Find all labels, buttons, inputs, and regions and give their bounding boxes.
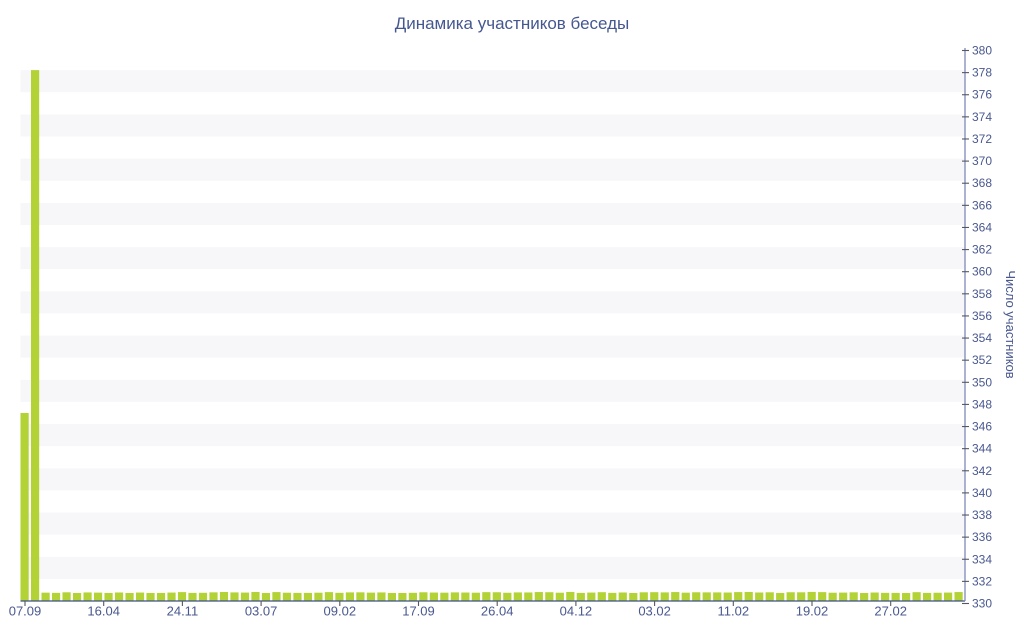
- svg-text:374: 374: [972, 110, 992, 124]
- svg-text:334: 334: [972, 552, 992, 566]
- svg-text:330: 330: [972, 597, 992, 611]
- svg-text:358: 358: [972, 287, 992, 301]
- svg-text:03.07: 03.07: [245, 604, 278, 619]
- svg-text:352: 352: [972, 353, 992, 367]
- svg-text:03.02: 03.02: [638, 604, 671, 619]
- svg-text:11.02: 11.02: [718, 604, 750, 619]
- svg-text:338: 338: [972, 508, 992, 522]
- svg-text:332: 332: [972, 574, 992, 588]
- svg-text:346: 346: [972, 420, 992, 434]
- svg-text:24.11: 24.11: [167, 604, 199, 619]
- svg-text:376: 376: [972, 88, 992, 102]
- svg-text:378: 378: [972, 66, 992, 80]
- svg-text:17.09: 17.09: [402, 604, 435, 619]
- svg-text:16.04: 16.04: [87, 604, 120, 619]
- svg-text:344: 344: [972, 442, 992, 456]
- svg-text:362: 362: [972, 243, 992, 257]
- svg-text:04.12: 04.12: [560, 604, 593, 619]
- svg-text:Динамика участников беседы: Динамика участников беседы: [395, 14, 630, 33]
- svg-text:360: 360: [972, 265, 992, 279]
- svg-text:356: 356: [972, 309, 992, 323]
- svg-text:27.02: 27.02: [874, 604, 907, 619]
- svg-text:340: 340: [972, 486, 992, 500]
- svg-text:372: 372: [972, 132, 992, 146]
- svg-text:07.09: 07.09: [9, 604, 42, 619]
- svg-text:26.04: 26.04: [481, 604, 514, 619]
- svg-text:19.02: 19.02: [796, 604, 829, 619]
- svg-text:366: 366: [972, 198, 992, 212]
- svg-text:364: 364: [972, 220, 992, 234]
- svg-text:09.02: 09.02: [324, 604, 357, 619]
- svg-text:380: 380: [972, 44, 992, 58]
- svg-text:342: 342: [972, 464, 992, 478]
- svg-text:368: 368: [972, 176, 992, 190]
- svg-text:370: 370: [972, 154, 992, 168]
- svg-text:350: 350: [972, 375, 992, 389]
- svg-text:354: 354: [972, 331, 992, 345]
- svg-text:336: 336: [972, 530, 992, 544]
- svg-text:348: 348: [972, 397, 992, 411]
- svg-text:Число участников: Число участников: [1003, 270, 1018, 378]
